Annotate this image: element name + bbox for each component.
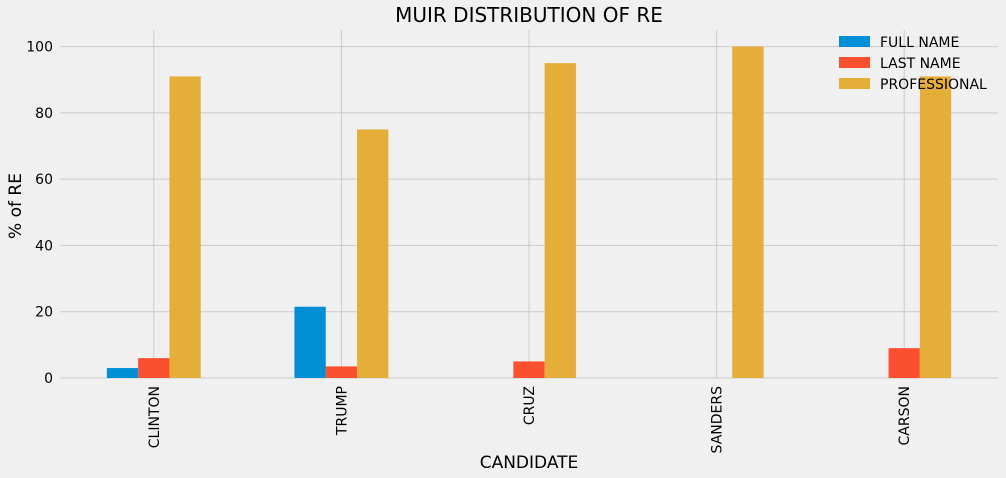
bar	[169, 76, 201, 379]
y-tick-labels: 0 20 40 60 80 100	[26, 40, 53, 387]
y-tick-label: 0	[44, 371, 53, 387]
legend-swatch	[839, 36, 870, 47]
bar	[294, 306, 326, 378]
bar	[357, 129, 389, 378]
bar	[888, 348, 920, 378]
legend-label: PROFESSIONAL	[880, 77, 987, 93]
y-tick-label: 20	[35, 305, 53, 321]
bar	[732, 46, 764, 378]
y-axis-label: % of RE	[6, 173, 26, 239]
chart-title: MUIR DISTRIBUTION OF RE	[395, 3, 663, 27]
y-tick-label: 80	[35, 106, 53, 122]
legend: FULL NAME LAST NAME PROFESSIONAL	[839, 35, 987, 93]
x-tick-label: CRUZ	[522, 386, 538, 425]
y-tick-label: 40	[35, 238, 53, 254]
grid-lines	[60, 30, 998, 379]
x-tick-label: SANDERS	[710, 386, 726, 454]
legend-label: LAST NAME	[880, 56, 961, 72]
x-tick-label: TRUMP	[334, 386, 350, 436]
bar	[138, 358, 170, 378]
bar	[106, 368, 139, 378]
x-tick-labels: CLINTON TRUMP CRUZ SANDERS CARSON	[147, 386, 913, 454]
bars	[106, 46, 952, 379]
bar	[325, 366, 358, 378]
y-tick-label: 60	[35, 172, 53, 188]
legend-label: FULL NAME	[880, 35, 959, 51]
legend-swatch	[839, 78, 870, 89]
x-tick-label: CLINTON	[147, 386, 163, 448]
legend-swatch	[839, 57, 870, 68]
bar	[544, 63, 576, 379]
y-tick-label: 100	[26, 40, 53, 56]
x-tick-label: CARSON	[897, 386, 913, 445]
x-axis-label: CANDIDATE	[480, 453, 579, 473]
bar	[919, 76, 952, 379]
bar	[513, 361, 545, 378]
